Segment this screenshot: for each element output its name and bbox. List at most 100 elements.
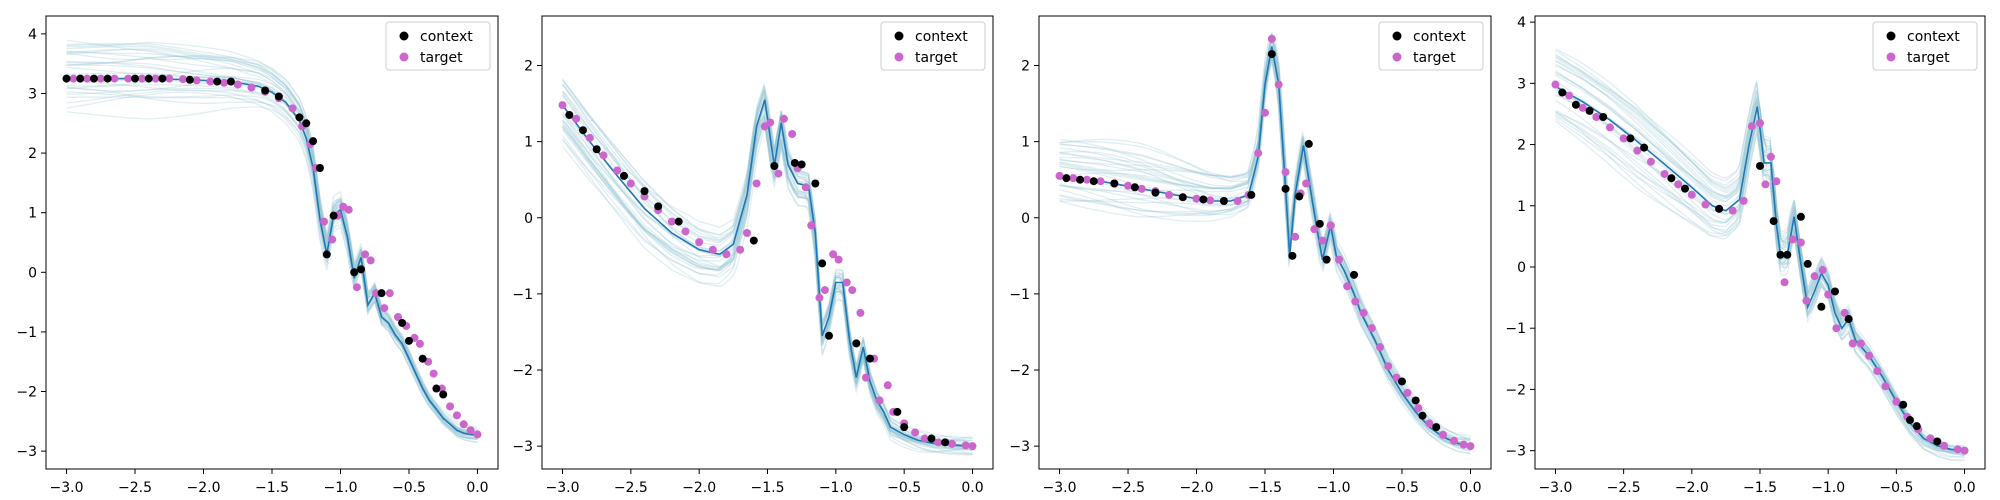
target-point xyxy=(165,74,174,83)
context-point xyxy=(1796,212,1805,221)
target-point xyxy=(372,289,381,298)
context-point xyxy=(158,74,167,83)
target-point xyxy=(743,228,751,237)
context-point xyxy=(1899,400,1908,409)
target-point xyxy=(1728,206,1737,215)
context-point xyxy=(309,137,318,146)
target-point xyxy=(178,75,187,84)
x-tick-label: 0.0 xyxy=(1953,480,1975,496)
target-point xyxy=(1687,190,1696,199)
target-point xyxy=(585,133,594,142)
sample-curve xyxy=(66,46,478,436)
target-point xyxy=(192,76,201,85)
context-point xyxy=(1418,411,1427,420)
target-point xyxy=(1165,190,1174,199)
context-point xyxy=(302,119,311,128)
sample-curve xyxy=(1059,54,1471,447)
target-point xyxy=(1674,180,1683,189)
context-point xyxy=(1062,174,1071,183)
context-point xyxy=(357,265,366,274)
target-point xyxy=(1766,152,1775,161)
context-point xyxy=(1110,179,1119,188)
context-point xyxy=(749,236,758,245)
sample-curve xyxy=(562,125,973,455)
sample-curve xyxy=(561,120,973,451)
sample-curve xyxy=(1555,48,1965,454)
context-point xyxy=(185,75,194,84)
target-point xyxy=(1960,446,1969,455)
target-point xyxy=(558,101,567,110)
prediction-line xyxy=(561,99,973,447)
context-point xyxy=(1076,175,1085,184)
target-point xyxy=(1310,225,1319,234)
context-point xyxy=(1151,188,1160,197)
y-tick-label: 0 xyxy=(28,265,37,281)
x-tick-label: −1.0 xyxy=(819,480,853,496)
sample-curve xyxy=(66,91,478,439)
context-point xyxy=(1933,437,1942,446)
context-point xyxy=(1247,190,1256,199)
x-tick-label: −1.5 xyxy=(751,480,785,496)
context-point xyxy=(1411,396,1420,405)
target-point xyxy=(599,151,608,160)
target-point xyxy=(366,256,375,265)
context-point xyxy=(103,74,112,83)
sample-curve xyxy=(66,42,478,436)
target-point xyxy=(736,245,745,254)
context-point xyxy=(1817,302,1826,311)
target-point xyxy=(1953,445,1962,454)
target-point xyxy=(829,250,838,259)
context-point xyxy=(1906,416,1914,425)
target-point xyxy=(1865,351,1874,360)
x-tick-label: −0.5 xyxy=(1879,480,1913,496)
target-point xyxy=(1565,91,1574,100)
target-point xyxy=(1192,194,1201,203)
x-tick-label: −1.0 xyxy=(1811,480,1845,496)
sample-curve xyxy=(561,110,973,446)
target-point xyxy=(667,217,676,226)
target-point xyxy=(1892,397,1901,406)
target-point xyxy=(961,441,970,450)
x-tick-label: 0.0 xyxy=(961,480,983,496)
target-point xyxy=(681,227,690,236)
target-point xyxy=(446,402,455,411)
context-point xyxy=(1571,100,1580,109)
context-point xyxy=(818,259,827,268)
x-tick-label: −2.5 xyxy=(118,480,152,496)
target-point xyxy=(394,313,403,322)
sample-curve xyxy=(561,104,973,456)
context-point xyxy=(852,339,861,348)
context-point xyxy=(398,318,407,327)
legend-label: context xyxy=(1413,29,1466,45)
target-point xyxy=(151,74,160,83)
context-point xyxy=(825,331,833,340)
target-point xyxy=(1824,290,1833,299)
target-point xyxy=(361,250,370,259)
x-tick-label: −1.5 xyxy=(1743,480,1777,496)
target-point xyxy=(934,438,943,447)
target-point xyxy=(1206,196,1215,205)
context-point xyxy=(418,354,427,363)
legend-label: target xyxy=(915,50,958,66)
context-point xyxy=(322,250,331,259)
context-point xyxy=(1803,259,1812,268)
y-tick-label: −1 xyxy=(1505,321,1526,337)
legend-box xyxy=(385,21,491,71)
y-tick-label: −2 xyxy=(512,363,533,379)
sample-curve xyxy=(1059,34,1471,451)
sample-curve xyxy=(1555,110,1965,462)
x-tick-label: −1.5 xyxy=(255,480,289,496)
target-point xyxy=(352,283,361,292)
target-point xyxy=(1137,184,1146,193)
legend-label: target xyxy=(1907,50,1950,66)
target-point xyxy=(1633,146,1642,155)
target-point xyxy=(1414,404,1423,413)
target-point xyxy=(1082,175,1091,184)
y-tick-label: −3 xyxy=(1505,444,1526,460)
chart-panel-2: −3.0 −2.5 −2.0 −1.5 −1.0 −0.5 0.0 −3 −2 −1 0 1 2 cont… xyxy=(512,15,994,496)
target-point xyxy=(1403,388,1412,397)
target-point xyxy=(848,286,857,295)
target-point xyxy=(708,245,717,254)
target-point xyxy=(815,293,824,302)
target-point xyxy=(1619,134,1628,143)
